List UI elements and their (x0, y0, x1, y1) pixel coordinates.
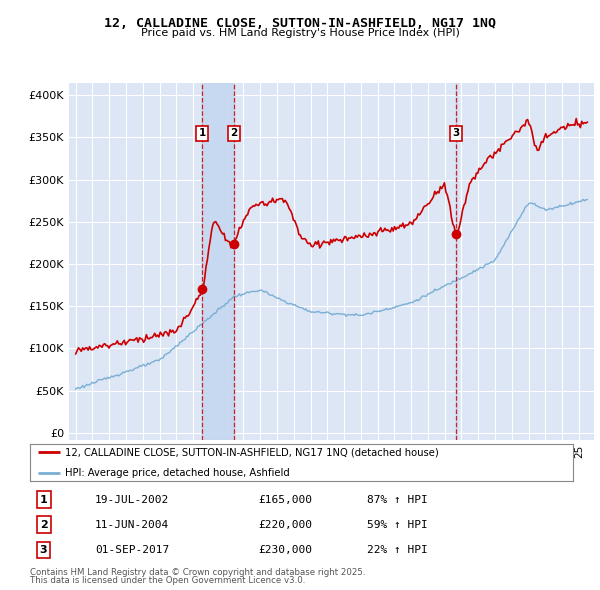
Text: £165,000: £165,000 (258, 494, 312, 504)
Text: Price paid vs. HM Land Registry's House Price Index (HPI): Price paid vs. HM Land Registry's House … (140, 28, 460, 38)
Text: £230,000: £230,000 (258, 545, 312, 555)
Text: 2: 2 (230, 128, 238, 138)
Text: 1: 1 (199, 128, 206, 138)
Bar (456, 83, 457, 440)
Text: 22% ↑ HPI: 22% ↑ HPI (367, 545, 427, 555)
Text: HPI: Average price, detached house, Ashfield: HPI: Average price, detached house, Ashf… (65, 468, 290, 478)
Text: 87% ↑ HPI: 87% ↑ HPI (367, 494, 427, 504)
Text: Contains HM Land Registry data © Crown copyright and database right 2025.: Contains HM Land Registry data © Crown c… (30, 568, 365, 576)
Text: 2: 2 (40, 520, 47, 529)
Text: 01-SEP-2017: 01-SEP-2017 (95, 545, 169, 555)
Text: 1: 1 (40, 494, 47, 504)
Text: 3: 3 (452, 128, 460, 138)
Text: 11-JUN-2004: 11-JUN-2004 (95, 520, 169, 529)
Text: 3: 3 (40, 545, 47, 555)
Text: 19-JUL-2002: 19-JUL-2002 (95, 494, 169, 504)
Bar (202, 83, 234, 440)
Text: 12, CALLADINE CLOSE, SUTTON-IN-ASHFIELD, NG17 1NQ (detached house): 12, CALLADINE CLOSE, SUTTON-IN-ASHFIELD,… (65, 447, 439, 457)
Text: 12, CALLADINE CLOSE, SUTTON-IN-ASHFIELD, NG17 1NQ: 12, CALLADINE CLOSE, SUTTON-IN-ASHFIELD,… (104, 17, 496, 30)
Text: 59% ↑ HPI: 59% ↑ HPI (367, 520, 427, 529)
Text: This data is licensed under the Open Government Licence v3.0.: This data is licensed under the Open Gov… (30, 576, 305, 585)
Text: £220,000: £220,000 (258, 520, 312, 529)
